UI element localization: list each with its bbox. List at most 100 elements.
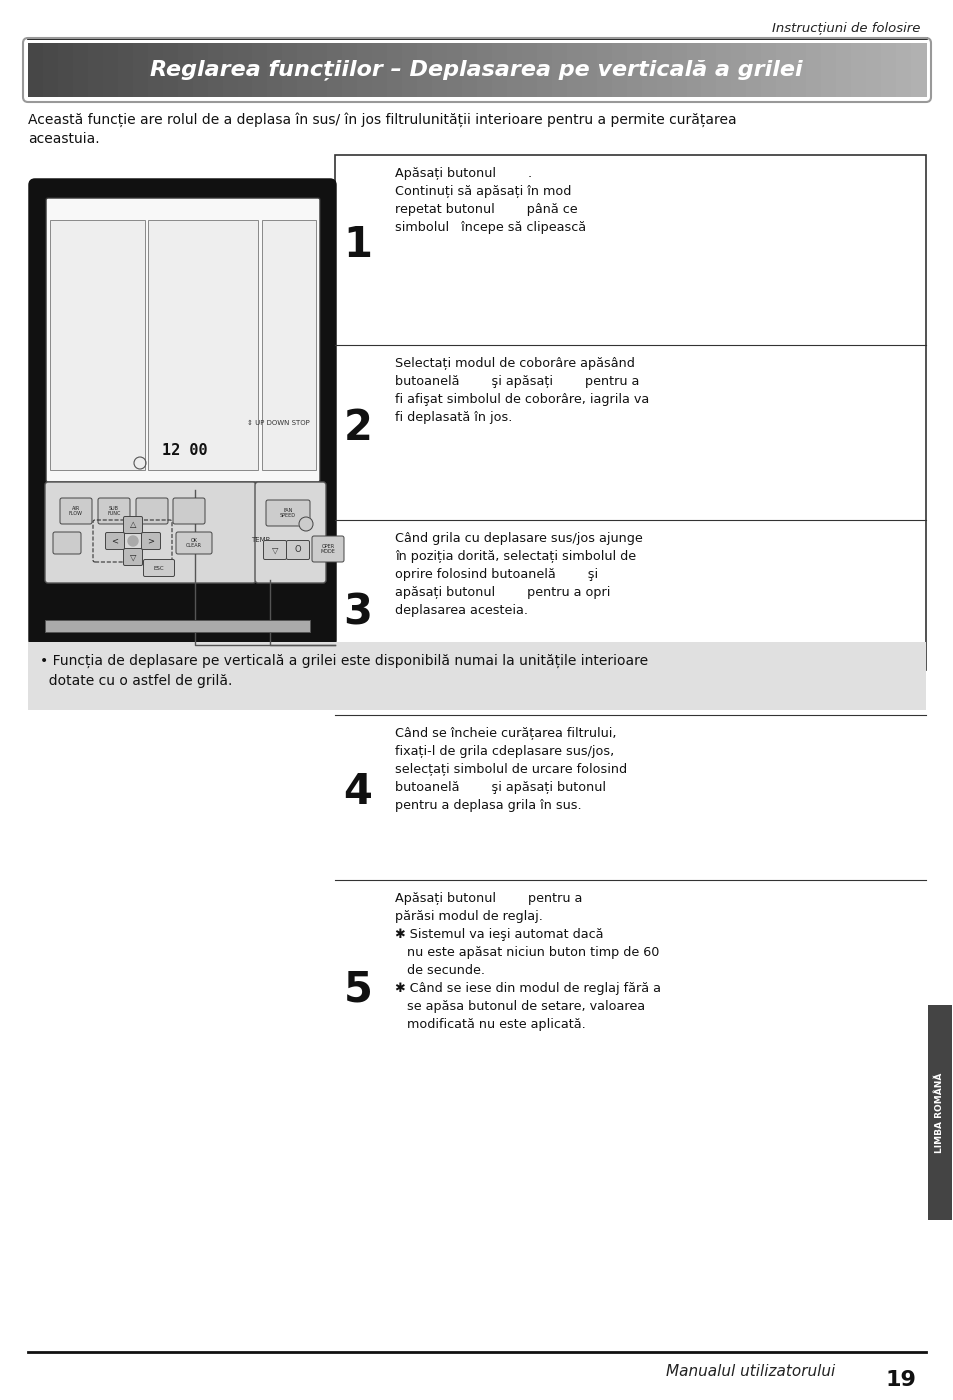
FancyBboxPatch shape [136,498,168,524]
Bar [597,43,612,97]
FancyBboxPatch shape [60,498,91,524]
Text: 19: 19 [884,1371,915,1390]
Bar [910,43,926,97]
Bar [372,43,388,97]
FancyBboxPatch shape [106,532,125,549]
Bar [88,43,104,97]
Text: Această funcție are rolul de a deplasa în sus/ în jos filtrulunității interioare: Această funcție are rolul de a deplasa î… [28,112,736,146]
Bar [282,43,298,97]
Bar [416,43,433,97]
Bar [43,43,59,97]
Bar [776,43,792,97]
Bar [700,43,717,97]
Bar [177,43,193,97]
Bar [641,43,657,97]
Text: 4: 4 [343,771,372,813]
Text: FAN
SPEED: FAN SPEED [280,508,295,518]
Bar [716,43,732,97]
Text: 12 00: 12 00 [162,442,208,458]
Text: 3: 3 [343,591,372,633]
Text: >: > [148,536,154,546]
Bar [805,43,821,97]
Circle shape [298,517,313,531]
Bar [745,43,761,97]
Bar [760,43,777,97]
Text: △: △ [130,521,136,529]
Bar [28,43,44,97]
Bar [461,43,477,97]
Text: TEMP: TEMP [251,538,269,543]
Text: • Funcția de deplasare pe verticală a grilei este disponibilă numai la unitățile: • Funcția de deplasare pe verticală a gr… [40,654,647,689]
Text: OK
CLEAR: OK CLEAR [186,538,202,549]
Bar [208,43,223,97]
Text: SUB
FUNC: SUB FUNC [107,505,121,517]
FancyBboxPatch shape [254,482,326,582]
Bar [821,43,837,97]
Bar [50,220,145,470]
Bar [72,43,89,97]
Bar [267,43,283,97]
Bar [611,43,627,97]
Bar [117,43,133,97]
Bar [237,43,253,97]
Circle shape [128,536,138,546]
Text: 5: 5 [343,969,372,1011]
Bar [58,43,73,97]
Bar [148,43,164,97]
FancyBboxPatch shape [312,536,344,561]
FancyBboxPatch shape [123,549,142,566]
FancyBboxPatch shape [172,498,205,524]
Bar [387,43,403,97]
Bar [103,43,119,97]
Bar [566,43,582,97]
Bar [28,643,925,710]
Bar [492,43,507,97]
Bar [506,43,522,97]
Text: OPER
MODE: OPER MODE [320,543,335,554]
FancyBboxPatch shape [53,532,81,554]
Text: Manualul utilizatorului: Manualul utilizatorului [665,1364,834,1379]
Text: ▽: ▽ [130,553,136,561]
FancyBboxPatch shape [123,517,142,533]
FancyBboxPatch shape [266,500,310,526]
Text: LIMBA ROMÂNĂ: LIMBA ROMÂNĂ [935,1072,943,1152]
Bar [927,1005,951,1219]
Bar [132,43,149,97]
Bar [262,220,315,470]
Text: AIR
FLOW: AIR FLOW [69,505,83,517]
Bar [327,43,343,97]
FancyBboxPatch shape [175,532,212,554]
Text: Apăsați butonul        .
Continuți să apăsați în mod
repetat butonul        până: Apăsați butonul . Continuți să apăsați î… [395,167,585,234]
Bar [626,43,642,97]
Text: ▽: ▽ [272,546,278,554]
Bar [731,43,746,97]
Bar [356,43,373,97]
Bar [312,43,328,97]
Bar [335,155,925,671]
Text: 2: 2 [343,406,372,448]
Bar [402,43,417,97]
Bar [297,43,313,97]
Bar [656,43,672,97]
FancyBboxPatch shape [30,181,335,645]
Bar [476,43,493,97]
Bar [537,43,552,97]
Bar [432,43,448,97]
Bar [193,43,209,97]
Text: <: < [112,536,118,546]
Bar [850,43,866,97]
Bar [163,43,178,97]
Text: O: O [294,546,301,554]
Bar [895,43,911,97]
Bar [551,43,567,97]
Bar [686,43,701,97]
Text: Reglarea funcțiilor – Deplasarea pe verticală a grilei: Reglarea funcțiilor – Deplasarea pe vert… [150,60,801,80]
FancyBboxPatch shape [263,540,286,560]
Text: Selectați modul de coborâre apăsând
butoanelă        şi apăsați        pentru a
: Selectați modul de coborâre apăsând buto… [395,357,649,424]
Bar [881,43,896,97]
Bar [447,43,462,97]
Bar [521,43,537,97]
Bar [45,620,310,631]
Bar [865,43,882,97]
Text: Când grila cu deplasare sus/jos ajunge
în poziția dorită, selectați simbolul de
: Când grila cu deplasare sus/jos ajunge î… [395,532,642,617]
